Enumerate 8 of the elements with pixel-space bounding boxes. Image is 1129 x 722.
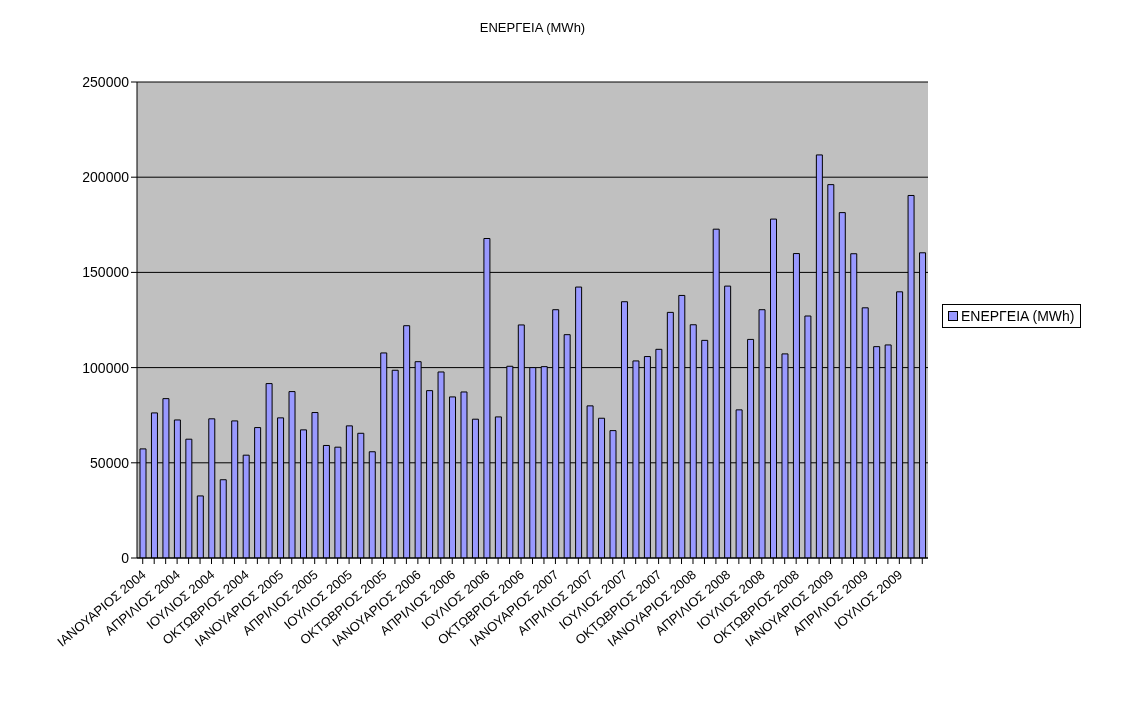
y-tick-label: 200000	[82, 169, 130, 186]
y-tick-label: 50000	[90, 454, 130, 471]
chart-title: ΕΝΕΡΓΕΙΑ (MWh)	[478, 20, 587, 35]
y-tick-label: 150000	[82, 264, 130, 281]
y-tick-label: 100000	[82, 359, 130, 376]
y-tick-label: 250000	[82, 73, 130, 90]
legend-label: ΕΝΕΡΓΕΙΑ (MWh)	[961, 308, 1075, 324]
y-tick-label: 0	[121, 549, 130, 566]
